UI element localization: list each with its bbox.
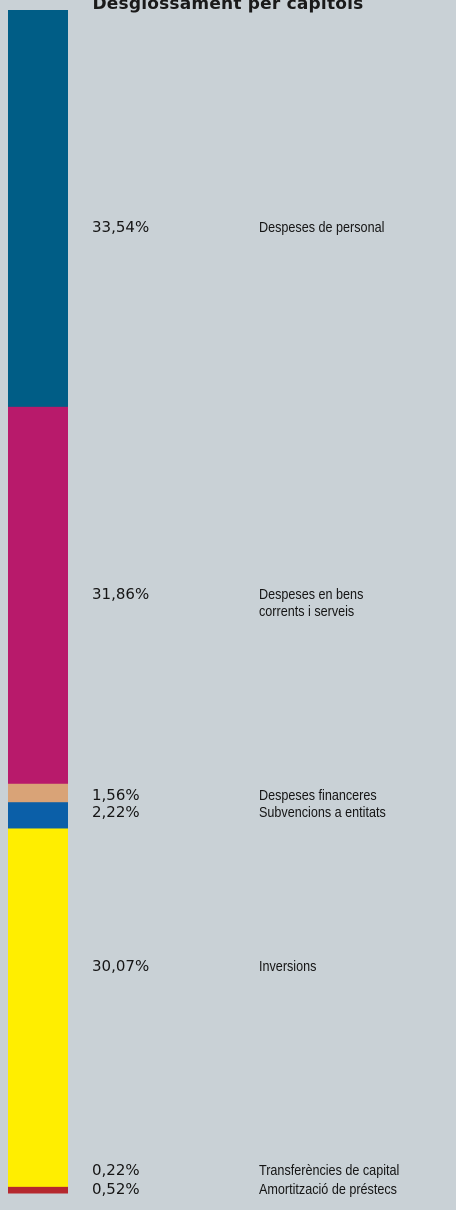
category-label-financeres: Despeses financeres [259,787,377,804]
bar-segment-4 [8,802,68,829]
category-label-line: Amortització de préstecs [259,1181,397,1198]
value-label-personal: 33,54% [92,218,150,236]
category-label-line: Despeses financeres [259,787,377,804]
category-label-line: corrents i serveis [259,603,355,620]
category-label-personal: Despeses de personal [259,219,384,236]
bar-segment-3 [8,783,68,803]
category-label-subvencions: Subvencions a entitats [259,804,386,821]
bar-segment-2 [8,406,68,785]
category-label-amortitzacio: Amortització de préstecs [259,1181,397,1198]
category-label-inversions: Inversions [259,958,316,975]
value-label-transferencies: 0,22% [92,1161,140,1179]
category-label-transferencies: Transferències de capital [259,1162,399,1179]
category-label-line: Subvencions a entitats [259,804,386,821]
chart-title: Desglossament per capítols [92,0,364,14]
category-label-line: Transferències de capital [259,1162,400,1179]
bar-segment-7 [8,1186,68,1194]
category-label-line: Inversions [259,958,317,975]
value-label-financeres: 1,56% [92,786,140,804]
value-label-amortitzacio: 0,52% [92,1180,140,1198]
category-label-line: Despeses en bens [259,586,364,603]
value-label-bens-corrents: 31,86% [92,585,150,603]
value-label-subvencions: 2,22% [92,803,140,821]
bar-segment-5 [8,828,68,1185]
value-label-inversions: 30,07% [92,957,150,975]
category-label-line: Despeses de personal [259,219,385,236]
bar-segment-6 [8,1184,68,1188]
category-label-bens-corrents: Despeses en bens corrents i serveis [259,586,363,620]
bar-segment-1 [8,10,68,408]
